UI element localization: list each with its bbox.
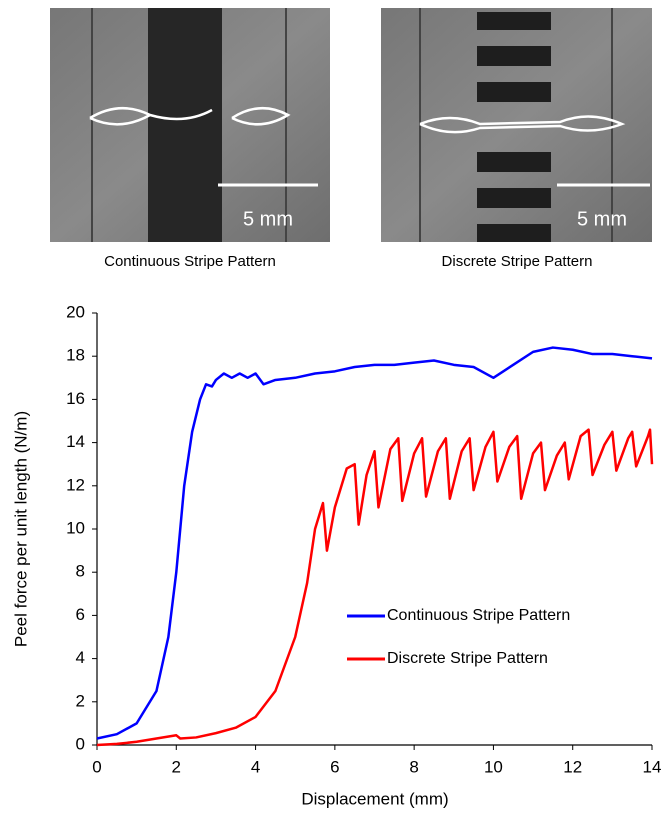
x-tick-label: 8 — [409, 757, 418, 776]
dark-blocks — [477, 12, 551, 242]
y-tick-label: 14 — [66, 432, 85, 451]
y-tick-label: 0 — [76, 734, 85, 753]
x-tick-label: 10 — [484, 757, 503, 776]
y-tick-label: 4 — [76, 648, 85, 667]
photo-caption: Continuous Stripe Pattern — [104, 253, 276, 270]
dark-stripe — [148, 8, 222, 242]
scale-label: 5 mm — [243, 208, 293, 230]
photo-continuous: 5 mm — [50, 8, 330, 242]
film-outline — [89, 106, 291, 126]
y-tick-label: 12 — [66, 475, 85, 494]
x-tick-label: 6 — [330, 757, 339, 776]
y-tick-label: 8 — [76, 562, 85, 581]
y-tick-label: 6 — [76, 605, 85, 624]
y-axis-title: Peel force per unit length (N/m) — [11, 411, 30, 647]
data-line — [96, 428, 654, 747]
legend-label: Continuous Stripe Pattern — [387, 607, 570, 624]
y-tick-label: 16 — [66, 389, 85, 408]
chart: 0 2 4 6 8 10 12 14 16 18 20 0 2 4 6 8 10 12 14 Continuous S… — [66, 302, 661, 776]
x-tick-label: 4 — [251, 757, 260, 776]
y-tick-label: 10 — [66, 518, 85, 537]
legend-label: Discrete Stripe Pattern — [387, 650, 548, 667]
photo-discrete: 5 mm — [381, 8, 652, 242]
y-tick-label: 2 — [76, 691, 85, 710]
scale-label: 5 mm — [577, 208, 627, 230]
data-line — [96, 346, 653, 740]
film-outline — [419, 115, 626, 134]
x-tick-label: 14 — [643, 757, 662, 776]
x-tick-label: 2 — [172, 757, 181, 776]
y-tick-label: 20 — [66, 302, 85, 321]
y-tick-label: 18 — [66, 346, 85, 365]
x-tick-label: 12 — [563, 757, 582, 776]
x-tick-label: 0 — [92, 757, 101, 776]
x-axis-title: Displacement (mm) — [301, 789, 448, 808]
photo-caption: Discrete Stripe Pattern — [442, 253, 593, 270]
